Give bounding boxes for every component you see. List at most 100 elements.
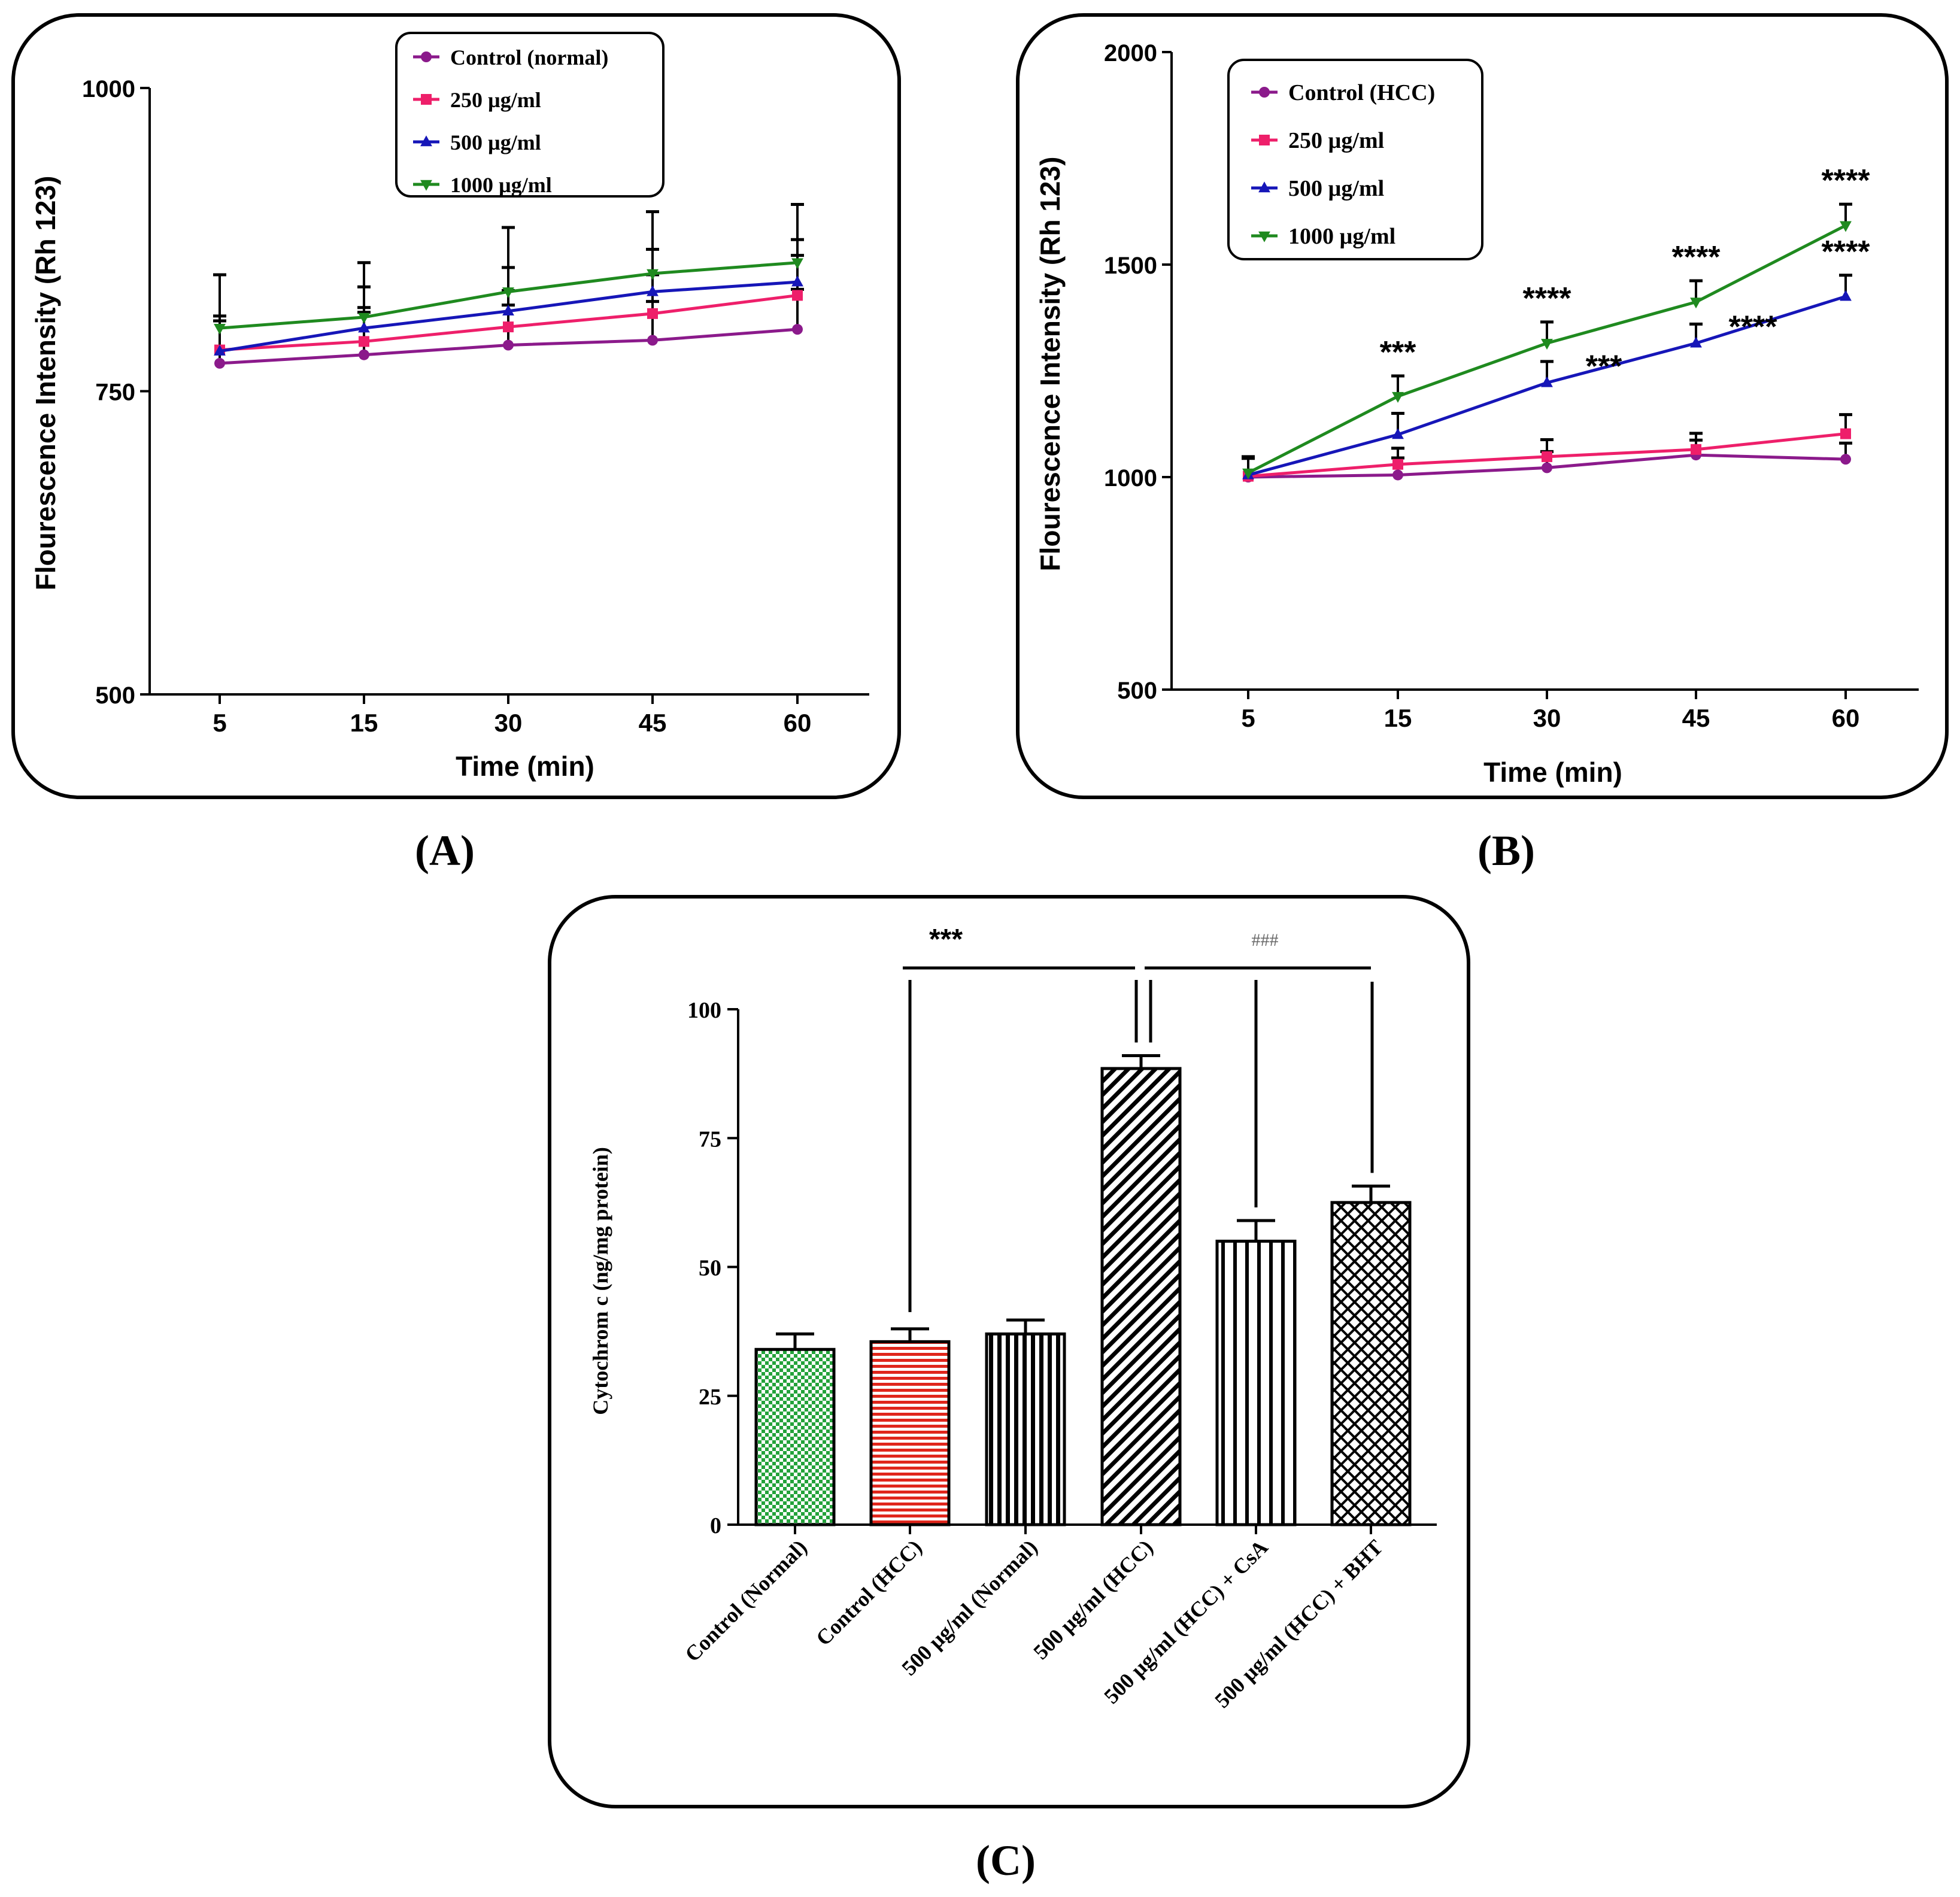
panel-b-x-tick-label: 60 bbox=[1832, 704, 1860, 732]
panel-b-series-point-0 bbox=[1542, 462, 1552, 474]
panel-a-series-point-3 bbox=[647, 269, 659, 280]
panel-b-legend-marker bbox=[1258, 181, 1270, 193]
panel-a-x-tick-label: 15 bbox=[350, 709, 378, 737]
panel-b-series-point-0 bbox=[1840, 454, 1851, 465]
panel-c-y-tick-label: 0 bbox=[710, 1513, 721, 1538]
panel-b-legend-label: Control (HCC) bbox=[1288, 80, 1435, 105]
panel-b-series-point-2 bbox=[1392, 428, 1404, 439]
panel-b-x-tick-label: 30 bbox=[1533, 704, 1561, 732]
panel-b-series-point-3 bbox=[1690, 298, 1702, 309]
panel-b-series-point-2 bbox=[1840, 290, 1852, 301]
panel-label-b: (B) bbox=[1477, 827, 1535, 875]
panel-a-series-point-2 bbox=[214, 344, 226, 356]
panel-a-series-point-0 bbox=[647, 335, 658, 346]
panel-c-category-label: Control (Normal) bbox=[680, 1535, 811, 1666]
panel-c-y-tick-label: 25 bbox=[699, 1385, 721, 1410]
panel-b-plot: 500 1000 1500 2000 5 15 30 45 60 Control (HCC) 250… bbox=[1104, 40, 1919, 732]
panel-a-series-point-3 bbox=[791, 258, 803, 269]
panel-label-c: (C) bbox=[976, 1837, 1036, 1884]
panel-b-legend-label: 250 µg/ml bbox=[1288, 128, 1384, 153]
panel-b-significance-mark: **** bbox=[1822, 163, 1871, 198]
panel-a-series-point-1 bbox=[792, 290, 803, 301]
panel-a-y-tick-label: 500 bbox=[95, 682, 135, 709]
panel-c-bar bbox=[1215, 1239, 1297, 1526]
panel-b-series-point-0 bbox=[1392, 469, 1403, 481]
panel-b-legend-label: 1000 µg/ml bbox=[1288, 224, 1395, 249]
panel-b-significance-mark: **** bbox=[1729, 309, 1778, 344]
panel-a-legend-marker bbox=[421, 51, 432, 62]
panel-a-series-point-3 bbox=[358, 312, 370, 324]
panel-a-series-point-2 bbox=[791, 275, 803, 287]
panel-a-series-point-0 bbox=[359, 349, 369, 360]
panel-a-series-point-2 bbox=[647, 285, 659, 296]
panel-a-x-tick-label: 60 bbox=[784, 709, 812, 737]
panel-a-legend-marker bbox=[421, 94, 432, 105]
panel-c-frame bbox=[548, 895, 1470, 1808]
panel-b-y-tick-label: 2000 bbox=[1104, 40, 1157, 66]
panel-a-legend-label: 250 µg/ml bbox=[450, 88, 541, 112]
panel-a-legend-marker bbox=[420, 135, 432, 147]
panel-b-series-point-3 bbox=[1840, 221, 1852, 232]
panel-b-legend-marker bbox=[1259, 87, 1270, 98]
panel-b-frame bbox=[1016, 13, 1949, 799]
panel-c-bar bbox=[985, 1332, 1066, 1526]
panel-a-y-tick-label: 1000 bbox=[82, 76, 135, 102]
panel-b-series-point-3 bbox=[1242, 468, 1254, 479]
panel-b-significance-mark: **** bbox=[1672, 240, 1721, 275]
panel-b-x-axis-label: Time (min) bbox=[1483, 757, 1622, 788]
panel-c-y-axis-label: Cytochrom c (ng/mg protein) bbox=[588, 1147, 612, 1415]
panel-b-x-tick-label: 45 bbox=[1682, 704, 1710, 732]
panel-c-bar bbox=[869, 1340, 951, 1526]
panel-a: Flourescence Intensity (Rh 123) Time (mi… bbox=[30, 32, 665, 782]
panel-c-bar bbox=[1330, 1201, 1412, 1526]
panel-b-legend bbox=[1227, 59, 1483, 260]
panel-b-series-point-2 bbox=[1690, 336, 1702, 348]
panel-a-frame bbox=[11, 13, 901, 799]
panel-b-significance-mark: **** bbox=[1822, 235, 1871, 269]
panel-b-y-tick-label: 500 bbox=[1117, 678, 1157, 704]
panel-c-y-tick-label: 75 bbox=[699, 1127, 721, 1152]
panel-b-x-tick-label: 5 bbox=[1241, 704, 1255, 732]
panel-a-legend-marker bbox=[420, 180, 432, 191]
panel-c-category-label: Control (HCC) bbox=[811, 1535, 927, 1650]
panel-b-significance-mark: *** bbox=[1380, 335, 1416, 370]
panel-a-series-point-0 bbox=[792, 324, 803, 335]
panel-a-series-point-2 bbox=[358, 321, 370, 333]
panel-a-x-axis-label: Time (min) bbox=[456, 751, 594, 782]
panel-b-series-point-3 bbox=[1392, 391, 1404, 403]
panel-c-y-tick-label: 100 bbox=[687, 998, 721, 1023]
panel-b-series-point-1 bbox=[1542, 451, 1552, 462]
panel-a-series-point-0 bbox=[214, 357, 225, 369]
panel-b-x-tick-label: 15 bbox=[1384, 704, 1412, 732]
panel-c-bar bbox=[1100, 1067, 1182, 1526]
panel-c-significance-mark: ### bbox=[1252, 930, 1279, 950]
panel-c: Cytochrom c (ng/mg protein) bbox=[588, 1147, 612, 1415]
panel-c-bar bbox=[754, 1347, 836, 1526]
panel-a-series-point-3 bbox=[214, 323, 226, 335]
panel-b: Flourescence Intensity (Rh 123) Time (mi… bbox=[1034, 59, 1622, 788]
panel-b-y-axis-label: Flourescence Intensity (Rh 123) bbox=[1034, 157, 1066, 572]
panel-a-x-tick-label: 5 bbox=[213, 709, 226, 737]
panel-b-series-point-1 bbox=[1840, 428, 1851, 439]
panel-a-legend-label: 1000 µg/ml bbox=[450, 173, 552, 197]
panel-a-y-axis-label: Flourescence Intensity (Rh 123) bbox=[30, 176, 61, 591]
panel-a-legend bbox=[395, 32, 665, 198]
panel-b-significance-mark: *** bbox=[1586, 349, 1622, 384]
panel-b-legend-marker bbox=[1259, 135, 1270, 145]
panel-label-a: (A) bbox=[415, 827, 475, 875]
panel-b-series-point-1 bbox=[1392, 459, 1403, 470]
panel-a-legend-label: 500 µg/ml bbox=[450, 130, 541, 154]
panel-a-series-point-3 bbox=[502, 287, 514, 299]
panel-c-significance-mark: *** bbox=[929, 924, 963, 955]
panel-b-significance-mark: **** bbox=[1523, 281, 1572, 316]
panel-a-legend-label: Control (normal) bbox=[450, 45, 608, 69]
panel-a-x-tick-label: 30 bbox=[494, 709, 523, 737]
panel-a-series-point-2 bbox=[502, 304, 514, 315]
panel-a-series-point-1 bbox=[359, 336, 369, 347]
panel-a-series-point-1 bbox=[503, 321, 514, 333]
panel-a-x-tick-label: 45 bbox=[639, 709, 667, 737]
panel-a-y-tick-label: 750 bbox=[95, 380, 135, 406]
panel-b-y-tick-label: 1500 bbox=[1104, 253, 1157, 279]
